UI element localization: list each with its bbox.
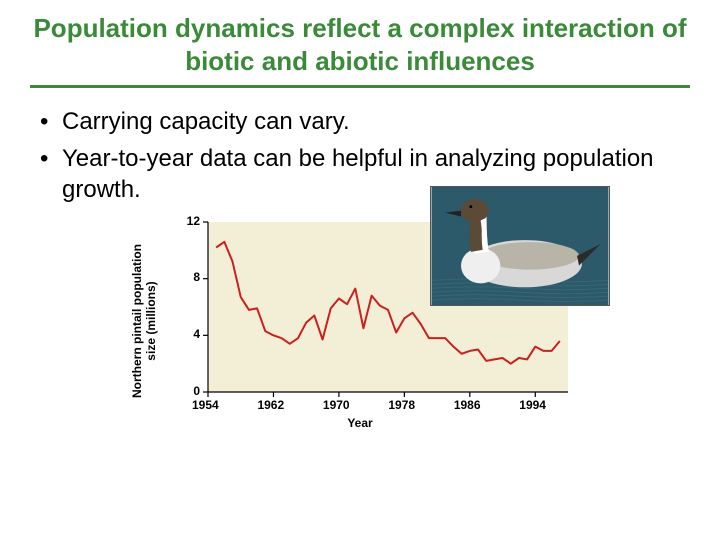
pintail-chart: Northern pintail population size (millio… xyxy=(140,216,580,426)
x-tick-label: 1970 xyxy=(323,398,350,412)
y-axis-label: Northern pintail population size (millio… xyxy=(130,231,158,411)
list-item: Carrying capacity can vary. xyxy=(36,106,690,137)
x-tick-label: 1954 xyxy=(192,398,219,412)
x-tick-label: 1994 xyxy=(519,398,546,412)
title-rule xyxy=(30,85,690,88)
duck-photo xyxy=(430,186,610,306)
x-tick-label: 1986 xyxy=(454,398,481,412)
y-tick-label: 4 xyxy=(193,327,200,341)
y-tick-label: 12 xyxy=(187,214,200,228)
slide-title: Population dynamics reflect a complex in… xyxy=(30,12,690,77)
x-tick-label: 1978 xyxy=(388,398,415,412)
y-tick-label: 0 xyxy=(193,384,200,398)
duck-photo-svg xyxy=(431,187,609,305)
y-tick-label: 8 xyxy=(193,270,200,284)
x-tick-label: 1962 xyxy=(257,398,284,412)
x-axis-label: Year xyxy=(347,416,372,430)
